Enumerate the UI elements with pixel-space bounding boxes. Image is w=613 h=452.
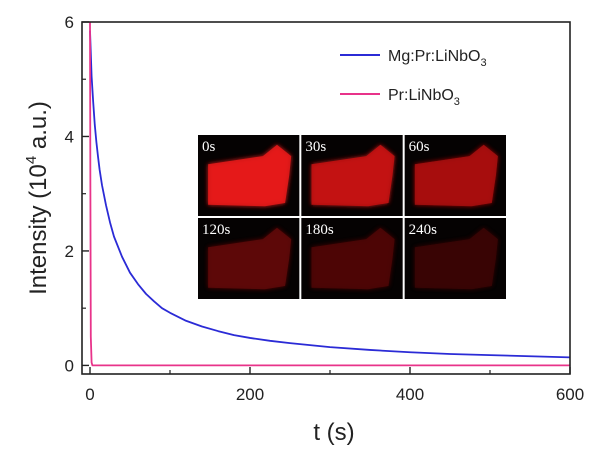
- legend-label-pr-linbo3: Pr:LiNbO3: [388, 87, 460, 108]
- glowing-crystal-core: [311, 144, 395, 207]
- x-tick-label: 200: [236, 385, 264, 404]
- inset-photo-30s: 30s: [301, 135, 403, 216]
- y-tick-label: 2: [65, 242, 74, 261]
- inset-time-label: 30s: [305, 139, 326, 155]
- y-tick-label: 4: [65, 127, 74, 146]
- x-tick-label: 400: [396, 385, 424, 404]
- inset-time-label: 60s: [409, 139, 430, 155]
- legend: Mg:Pr:LiNbO3 Pr:LiNbO3: [340, 48, 487, 108]
- x-tick-label: 600: [556, 385, 584, 404]
- x-axis: 0 200 400 600: [85, 367, 584, 404]
- inset-time-label: 180s: [305, 222, 334, 238]
- inset-photo-60s: 60s: [404, 135, 506, 216]
- inset-time-label: 0s: [202, 139, 216, 155]
- series-line-pr-linbo3: [89, 21, 570, 367]
- plot-frame: [81, 21, 571, 375]
- inset-time-label: 120s: [202, 222, 231, 238]
- series-line-mg-pr-linbo3: [89, 30, 571, 359]
- x-axis-title: t (s): [313, 419, 354, 446]
- legend-label-mg-pr-linbo3: Mg:Pr:LiNbO3: [388, 48, 487, 69]
- glowing-crystal-core: [208, 227, 292, 290]
- inset-photo-180s: 180s: [301, 218, 403, 299]
- inset-photo-0s: 0s: [198, 135, 300, 216]
- plot-series: [89, 21, 571, 367]
- y-axis: 0 2 4 6: [65, 13, 89, 375]
- glowing-crystal-core: [414, 227, 498, 290]
- glowing-crystal-core: [208, 144, 292, 207]
- inset-photo-grid: 0s 30s 60s 120s 180s 240s: [196, 133, 508, 301]
- y-tick-label: 6: [65, 13, 74, 32]
- y-axis-title: Intensity (104 a.u.): [23, 101, 52, 295]
- inset-time-label: 240s: [409, 222, 438, 238]
- inset-photo-240s: 240s: [404, 218, 506, 299]
- glowing-crystal-core: [311, 227, 395, 290]
- y-tick-label: 0: [65, 356, 74, 375]
- x-tick-label: 0: [85, 385, 94, 404]
- inset-photo-120s: 120s: [198, 218, 300, 299]
- glowing-crystal-core: [414, 144, 498, 207]
